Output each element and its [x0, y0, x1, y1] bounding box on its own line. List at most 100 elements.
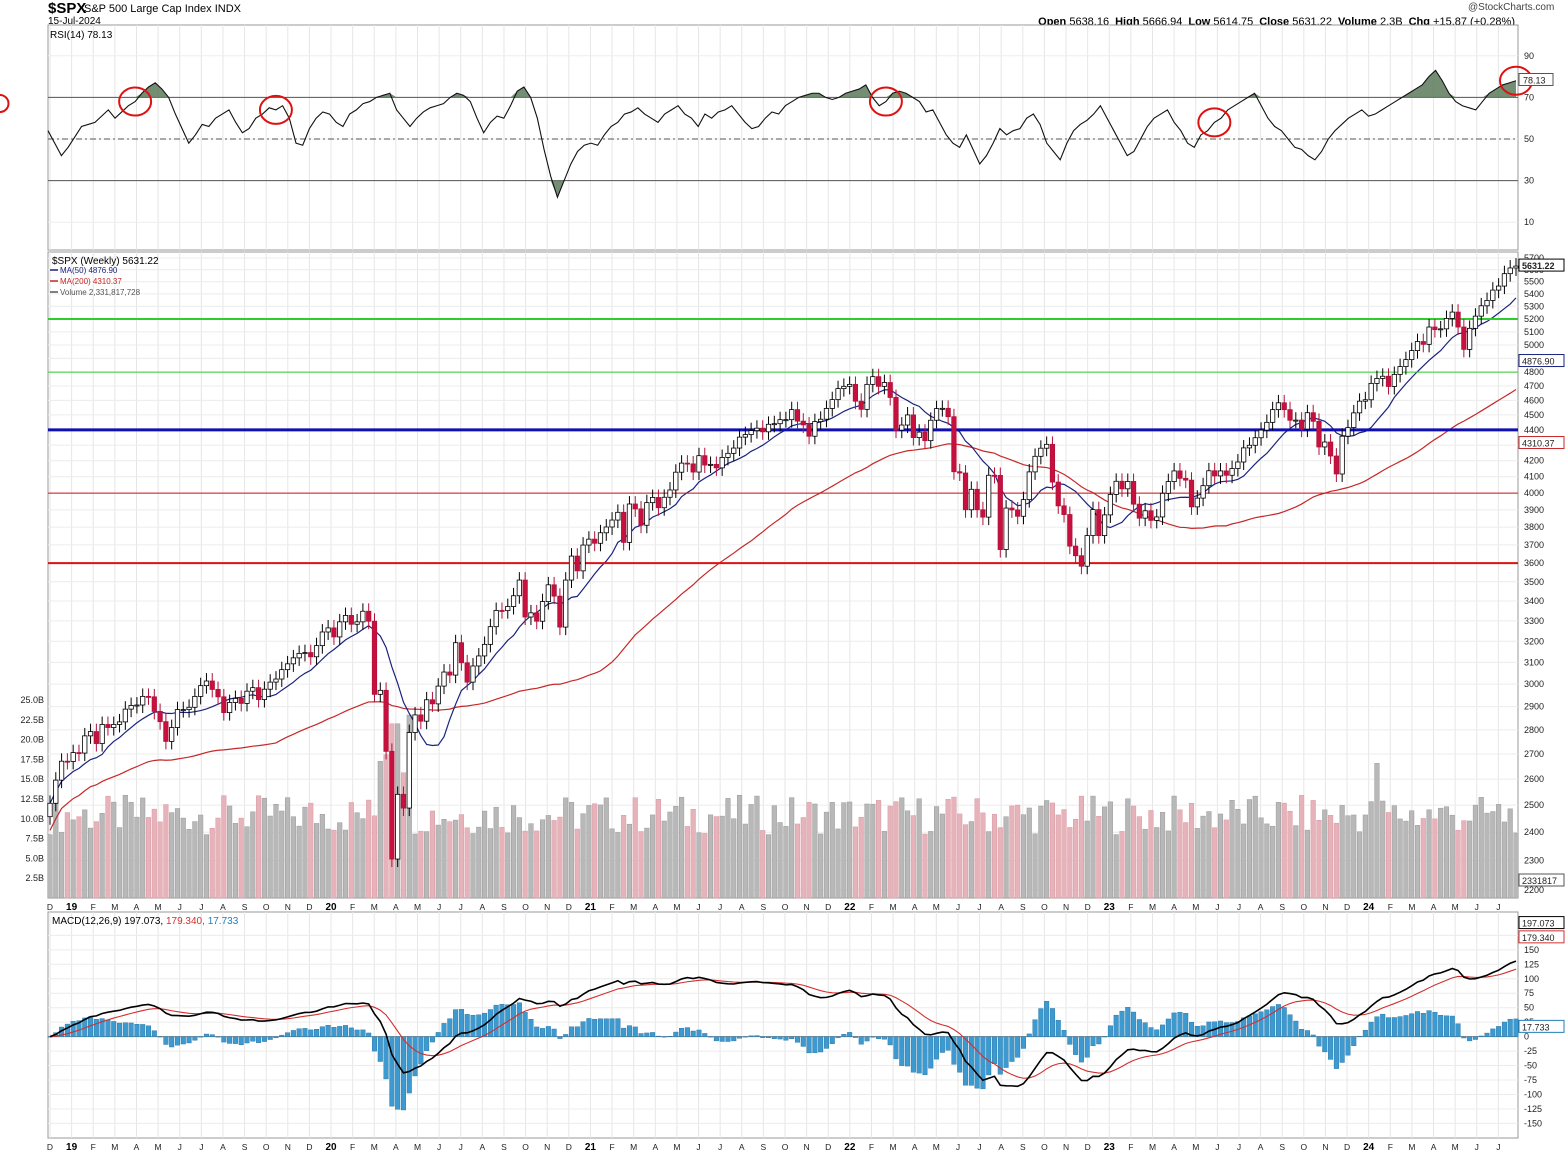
macd-histogram-bar: [626, 1025, 632, 1037]
candle-body: [76, 752, 82, 754]
price-tick-label: 2800: [1524, 725, 1544, 735]
month-label: A: [393, 902, 399, 912]
macd-tick-label: -75: [1524, 1075, 1537, 1085]
volume-bar: [429, 810, 435, 899]
macd-histogram-bar: [1368, 1021, 1374, 1037]
macd-histogram-bar: [1020, 1036, 1026, 1049]
volume-bar: [366, 799, 372, 899]
volume-bar: [719, 815, 725, 899]
volume-bar: [777, 822, 783, 899]
volume-bar: [1345, 815, 1351, 899]
month-label: D: [1085, 1142, 1091, 1152]
month-label: F: [91, 1142, 96, 1152]
macd-histogram-bar: [580, 1021, 586, 1037]
macd-histogram-bar: [551, 1028, 557, 1037]
candle-body: [192, 695, 198, 708]
candle-body: [371, 620, 378, 695]
volume-bar: [794, 823, 801, 899]
macd-histogram-bar: [899, 1036, 905, 1066]
candle-body: [400, 793, 407, 809]
candle-body: [991, 474, 998, 477]
month-label: N: [1063, 1142, 1069, 1152]
candle-body: [1177, 470, 1183, 479]
macd-histogram-bar: [221, 1036, 227, 1043]
macd-histogram-bar: [418, 1036, 424, 1065]
candle-body: [209, 680, 215, 690]
price-tick-label: 2300: [1524, 855, 1544, 865]
macd-histogram-bar: [389, 1036, 395, 1107]
volume-last-value-box: [1518, 873, 1565, 887]
candle-body: [493, 610, 499, 628]
macd-histogram-bar: [348, 1027, 354, 1037]
volume-bar: [151, 808, 157, 899]
macd-histogram-bar: [1322, 1036, 1328, 1053]
month-label: J: [977, 902, 981, 912]
month-label: O: [263, 1142, 270, 1152]
volume-bar: [980, 812, 986, 899]
macd-histogram-bar: [922, 1036, 928, 1075]
candle-body: [1107, 494, 1113, 516]
volume-bar: [650, 814, 656, 899]
volume-bar: [1478, 797, 1484, 899]
volume-bar: [754, 795, 760, 899]
volume-bar: [864, 803, 870, 899]
macd-histogram-bar: [986, 1036, 992, 1076]
month-label: F: [1128, 1142, 1133, 1152]
rsi-last-value-box: [1518, 72, 1554, 86]
volume-bar: [574, 828, 580, 899]
price-tick-label: 2700: [1524, 749, 1544, 759]
candle-body: [1310, 412, 1316, 422]
macd-tick-label: 150: [1524, 945, 1539, 955]
candle-body: [702, 455, 708, 466]
macd-histogram-bar: [1472, 1036, 1478, 1040]
macd-histogram-bar: [800, 1036, 806, 1047]
month-label: S: [501, 902, 507, 912]
volume-bar: [1496, 804, 1502, 899]
volume-bar: [957, 813, 963, 899]
macd-histogram-bar: [771, 1036, 777, 1039]
volume-bar: [1009, 805, 1015, 899]
price-last-value-box: [1518, 258, 1565, 272]
month-label: J: [1496, 902, 1500, 912]
volume-bar: [1113, 834, 1119, 899]
price-last-value-box: [1518, 354, 1565, 368]
macd-histogram-bar: [934, 1036, 940, 1060]
candle-body: [122, 708, 128, 723]
month-label: O: [522, 1142, 529, 1152]
candle-body: [725, 452, 731, 458]
candle-body: [847, 383, 853, 387]
candle-body: [760, 427, 766, 433]
macd-histogram-bar: [1102, 1036, 1108, 1038]
volume-bar: [748, 804, 754, 899]
macd-tick-label: -50: [1524, 1061, 1537, 1071]
macd-tick-label: 50: [1524, 1003, 1534, 1013]
month-label: S: [501, 1142, 507, 1152]
month-label: M: [1452, 902, 1459, 912]
macd-histogram-bar: [1009, 1036, 1015, 1062]
macd-histogram-bar: [1246, 1015, 1252, 1037]
month-label: J: [1237, 902, 1241, 912]
month-label: F: [609, 1142, 614, 1152]
candle-body: [1270, 409, 1276, 423]
month-label: D: [47, 902, 53, 912]
month-label: J: [718, 1142, 722, 1152]
macd-histogram-bar: [789, 1036, 795, 1040]
macd-histogram-bar: [928, 1036, 934, 1069]
volume-bar: [626, 823, 632, 899]
price-last-value: 5631.22: [1522, 261, 1555, 271]
candle-body: [279, 669, 285, 680]
volume-bar: [192, 821, 198, 899]
macd-histogram-bar: [128, 1022, 134, 1037]
month-label: F: [869, 902, 874, 912]
candle-body: [145, 695, 152, 698]
month-label: N: [1322, 902, 1328, 912]
volume-bar: [1449, 814, 1455, 899]
stockcharts-logo[interactable]: @StockCharts.com: [1468, 2, 1555, 13]
volume-bar: [997, 827, 1003, 899]
candle-body: [858, 400, 864, 410]
candle-body: [302, 652, 308, 654]
volume-bar: [302, 806, 308, 899]
month-label: A: [652, 1142, 658, 1152]
macd-histogram-bar: [684, 1027, 690, 1037]
